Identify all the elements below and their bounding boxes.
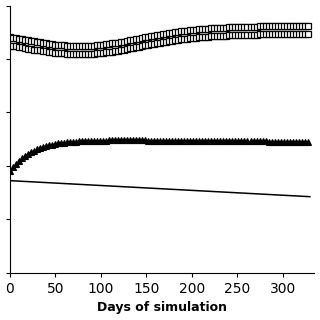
- X-axis label: Days of simulation: Days of simulation: [97, 301, 227, 315]
